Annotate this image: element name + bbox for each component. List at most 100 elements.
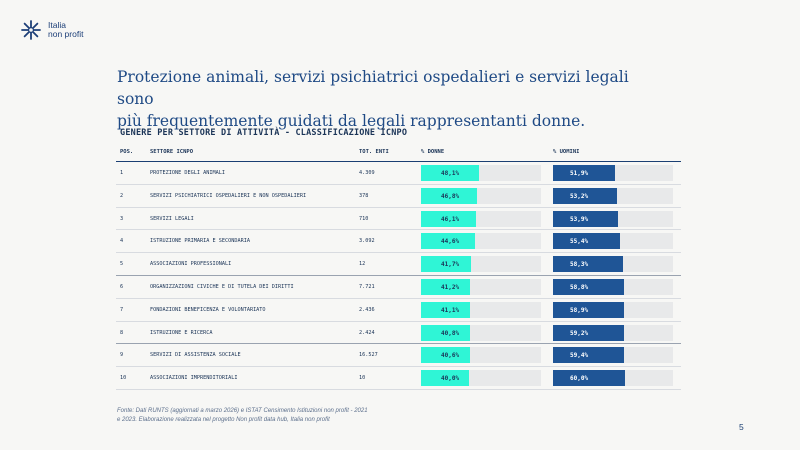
row-sector: PROTEZIONE DEGLI ANIMALI <box>150 170 225 176</box>
men-bar-track: 53,9% <box>553 210 673 227</box>
women-percent-label: 41,7% <box>441 261 460 269</box>
women-bar-track: 40,0% <box>421 370 541 387</box>
women-bar-track: 46,8% <box>421 187 541 204</box>
table-row: 2 SERVIZI PSICHIATRICI OSPEDALIERI E NON … <box>116 185 681 208</box>
men-percent-label: 53,2% <box>570 192 589 200</box>
men-percent-label: 60,0% <box>570 375 589 383</box>
women-bar-track: 44,6% <box>421 233 541 250</box>
headline-line-2: più frequentemente guidati da legali rap… <box>117 112 586 130</box>
men-percent-bar: 55,4% <box>553 233 620 250</box>
table-row: 6 ORGANIZZAZIONI CIVICHE E DI TUTELA DEI … <box>116 276 681 299</box>
men-percent-bar: 53,9% <box>553 210 618 227</box>
table-row: 9 SERVIZI DI ASSISTENZA SOCIALE 16.527 40,6… <box>116 344 681 368</box>
headline: Protezione animali, servizi psichiatrici… <box>117 66 637 132</box>
women-percent-bar: 41,2% <box>421 278 471 295</box>
women-bar-track: 41,7% <box>421 256 541 273</box>
row-total: 378 <box>359 192 369 199</box>
row-position: 4 <box>120 238 124 245</box>
row-position: 3 <box>120 215 124 222</box>
men-percent-bar: 59,2% <box>553 324 624 341</box>
row-position: 5 <box>120 261 124 268</box>
women-percent-label: 48,1% <box>441 170 460 177</box>
men-percent-label: 58,8% <box>570 283 589 291</box>
women-bar-track: 40,8% <box>421 324 541 341</box>
headline-line-1: Protezione animali, servizi psichiatrici… <box>117 68 629 108</box>
women-bar-track: 40,6% <box>421 347 541 364</box>
row-total: 3.092 <box>359 238 375 245</box>
row-sector: SERVIZI LEGALI <box>150 215 194 222</box>
table-row: 10 ASSOCIAZIONI IMPRENDITORIALI 10 40,0% 60,… <box>116 367 681 390</box>
women-percent-bar: 48,1% <box>421 165 479 181</box>
men-percent-label: 59,4% <box>570 352 589 360</box>
women-percent-label: 41,2% <box>441 283 460 291</box>
table-row: 8 ISTRUZIONE E RICERCA 2.424 40,8% 59,2% <box>116 322 681 345</box>
women-percent-bar: 40,0% <box>421 370 469 387</box>
men-bar-track: 58,9% <box>553 301 673 318</box>
row-total: 2.436 <box>359 306 375 313</box>
women-percent-bar: 44,6% <box>421 233 475 250</box>
women-percent-label: 46,8% <box>441 192 460 200</box>
row-sector: ISTRUZIONE E RICERCA <box>150 329 213 336</box>
row-total: 12 <box>359 261 366 268</box>
table-row: 7 FONDAZIONI BENEFICENZA E VOLONTARIATO 2.… <box>116 299 681 322</box>
men-percent-label: 59,2% <box>570 329 589 337</box>
men-bar-track: 53,2% <box>553 187 673 204</box>
men-bar-track: 58,8% <box>553 278 673 295</box>
table-row: 4 ISTRUZIONE PRIMARIA E SECONDARIA 3.092 44… <box>116 230 681 254</box>
women-percent-label: 40,0% <box>441 375 460 383</box>
table-row: 3 SERVIZI LEGALI 710 46,1% 53,9% <box>116 208 681 231</box>
logo[interactable]: Italia non profit <box>20 19 83 41</box>
row-total: 10 <box>359 375 366 382</box>
men-percent-label: 51,9% <box>570 170 589 177</box>
row-position: 9 <box>120 352 124 359</box>
row-total: 710 <box>359 215 369 222</box>
row-total: 2.424 <box>359 329 375 336</box>
row-position: 6 <box>120 283 124 290</box>
men-percent-bar: 53,2% <box>553 187 617 204</box>
row-total: 16.527 <box>359 352 378 359</box>
header-women: % DONNE <box>421 149 445 155</box>
row-sector: SERVIZI PSICHIATRICI OSPEDALIERI E NON O… <box>150 192 307 199</box>
table-title: GENERE PER SETTORE DI ATTIVITÀ - CLASSIF… <box>120 128 408 138</box>
header-pos: POS. <box>120 149 134 155</box>
men-percent-bar: 60,0% <box>553 370 625 387</box>
row-position: 1 <box>120 170 124 176</box>
women-percent-bar: 40,8% <box>421 324 470 341</box>
women-bar-track: 41,2% <box>421 278 541 295</box>
logo-text: Italia non profit <box>48 21 83 39</box>
page-number: 5 <box>739 422 744 432</box>
row-sector: ISTRUZIONE PRIMARIA E SECONDARIA <box>150 238 250 245</box>
men-bar-track: 59,2% <box>553 324 673 341</box>
men-percent-bar: 51,9% <box>553 165 616 181</box>
header-sector: SETTORE ICNPO <box>150 149 194 155</box>
men-bar-track: 51,9% <box>553 165 673 181</box>
gender-by-sector-table: POS. SETTORE ICNPO TOT. ENTI % DONNE % U… <box>116 146 681 390</box>
source-note: Fonte: Dati RUNTS (aggiornati a marzo 20… <box>117 407 457 425</box>
men-percent-bar: 59,4% <box>553 347 625 364</box>
men-bar-track: 58,3% <box>553 256 673 273</box>
header-men: % UOMINI <box>553 149 580 155</box>
women-percent-bar: 41,1% <box>421 301 471 318</box>
row-total: 7.721 <box>359 283 375 290</box>
men-percent-label: 53,9% <box>570 215 589 223</box>
row-position: 7 <box>120 306 124 313</box>
women-percent-bar: 40,6% <box>421 347 470 364</box>
men-bar-track: 59,4% <box>553 347 673 364</box>
men-percent-label: 55,4% <box>570 238 589 246</box>
women-bar-track: 41,1% <box>421 301 541 318</box>
header-total: TOT. ENTI <box>359 149 389 155</box>
men-percent-bar: 58,8% <box>553 278 624 295</box>
row-sector: ASSOCIAZIONI PROFESSIONALI <box>150 261 232 268</box>
women-percent-label: 40,6% <box>441 352 460 360</box>
women-bar-track: 46,1% <box>421 210 541 227</box>
row-sector: SERVIZI DI ASSISTENZA SOCIALE <box>150 352 241 359</box>
row-position: 2 <box>120 192 124 199</box>
row-sector: ASSOCIAZIONI IMPRENDITORIALI <box>150 375 238 382</box>
logo-line-1: Italia <box>48 20 66 30</box>
row-position: 10 <box>120 375 127 382</box>
men-percent-bar: 58,3% <box>553 256 623 273</box>
women-bar-track: 48,1% <box>421 165 541 181</box>
table-row: 1 PROTEZIONE DEGLI ANIMALI 4.309 48,1% 51,9% <box>116 162 681 185</box>
row-sector: FONDAZIONI BENEFICENZA E VOLONTARIATO <box>150 306 266 313</box>
women-percent-label: 41,1% <box>441 306 460 314</box>
